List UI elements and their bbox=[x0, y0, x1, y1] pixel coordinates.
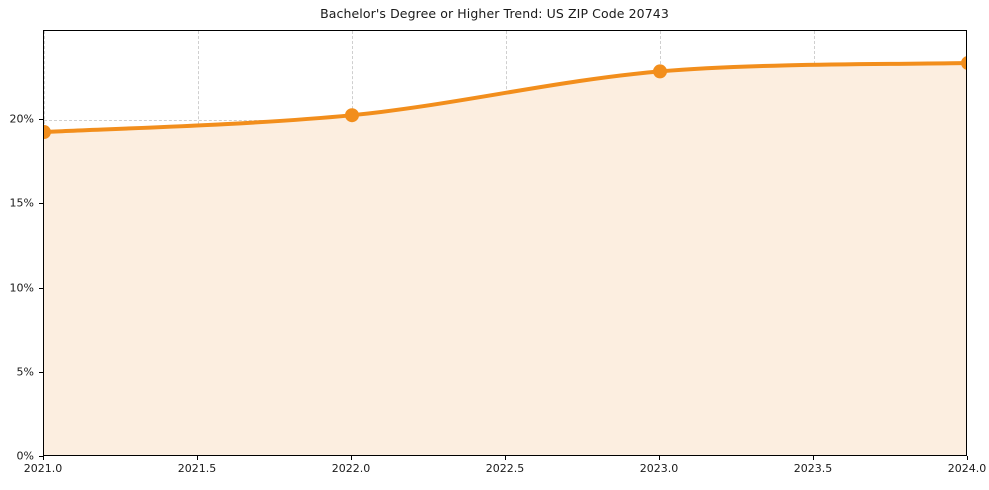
x-axis-tick-mark bbox=[351, 456, 352, 460]
x-axis-tick-mark bbox=[659, 456, 660, 460]
chart-title: Bachelor's Degree or Higher Trend: US ZI… bbox=[320, 6, 669, 21]
y-axis-tick-label: 0% bbox=[16, 449, 34, 463]
x-axis-tick-mark bbox=[505, 456, 506, 460]
x-axis-tick-label: 2022.5 bbox=[485, 462, 525, 475]
y-axis-tick-label: 10% bbox=[9, 281, 34, 295]
x-axis-tick-mark bbox=[813, 456, 814, 460]
y-axis-tick-mark bbox=[39, 456, 43, 457]
y-axis-tick-label: 5% bbox=[16, 365, 34, 379]
data-point-marker bbox=[44, 125, 51, 140]
y-axis-tick-label: 15% bbox=[9, 196, 34, 210]
x-axis-tick-label: 2021.0 bbox=[23, 462, 63, 475]
data-point-marker bbox=[345, 108, 359, 123]
x-axis-tick-mark bbox=[197, 456, 198, 460]
y-axis-tick-label: 20% bbox=[9, 112, 34, 126]
x-axis-tick-mark bbox=[967, 456, 968, 460]
x-axis-tick-label: 2021.5 bbox=[177, 462, 217, 475]
x-axis-tick-label: 2024.0 bbox=[947, 462, 987, 475]
data-point-marker bbox=[961, 56, 966, 70]
x-axis-tick-label: 2023.0 bbox=[639, 462, 679, 475]
data-point-markers bbox=[44, 56, 966, 140]
x-axis-tick-mark bbox=[43, 456, 44, 460]
data-point-marker bbox=[653, 64, 667, 79]
x-axis-tick-label: 2023.5 bbox=[793, 462, 833, 475]
plot-area bbox=[43, 30, 967, 456]
x-axis-tick-label: 2022.0 bbox=[331, 462, 371, 475]
series-layer bbox=[44, 56, 966, 455]
area-fill bbox=[44, 63, 966, 455]
trend-line bbox=[44, 61, 966, 135]
